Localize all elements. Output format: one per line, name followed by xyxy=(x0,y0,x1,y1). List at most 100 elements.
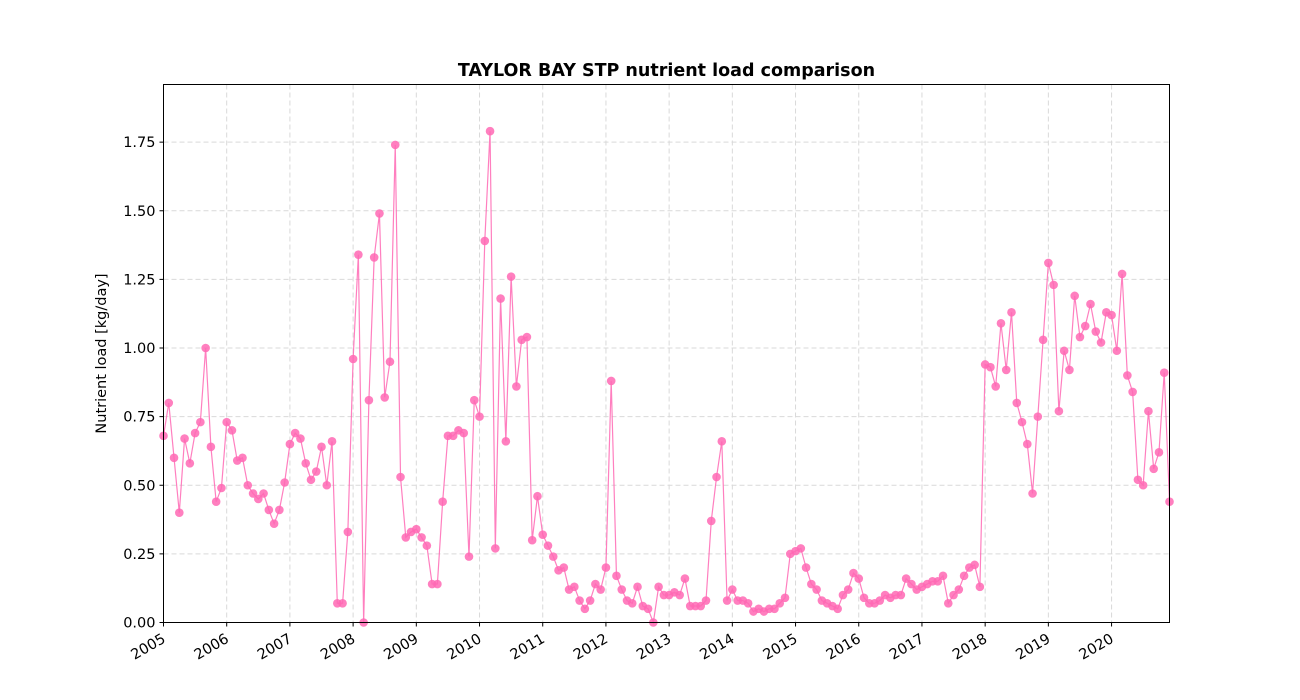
data-point xyxy=(201,343,210,353)
data-point xyxy=(396,472,405,482)
data-point xyxy=(696,601,706,611)
data-point xyxy=(954,585,964,594)
data-point xyxy=(401,533,411,542)
data-point xyxy=(1128,387,1137,397)
data-point xyxy=(1086,299,1095,309)
data-point xyxy=(280,478,289,487)
data-point xyxy=(838,590,848,600)
data-point xyxy=(354,250,363,259)
data-point xyxy=(807,579,816,589)
data-point xyxy=(169,453,179,463)
data-point xyxy=(675,590,684,600)
data-point xyxy=(296,434,305,443)
data-point xyxy=(612,571,621,581)
data-point xyxy=(780,593,790,603)
data-point xyxy=(301,459,311,468)
data-point xyxy=(269,519,279,528)
data-point xyxy=(654,582,663,592)
data-point xyxy=(1138,480,1148,490)
data-point xyxy=(585,596,595,605)
data-point xyxy=(591,579,600,589)
data-point xyxy=(901,574,911,583)
data-point xyxy=(222,417,231,427)
data-point xyxy=(728,585,737,594)
data-point xyxy=(833,604,842,614)
y-tick-label: 0.75 xyxy=(123,410,155,426)
y-tick-label: 0.00 xyxy=(123,616,155,632)
data-point xyxy=(1154,448,1164,457)
data-point xyxy=(949,590,958,600)
data-point xyxy=(943,598,953,608)
data-point xyxy=(680,574,690,583)
data-point xyxy=(275,505,284,515)
data-point xyxy=(1022,439,1032,449)
data-point xyxy=(343,527,353,537)
data-point xyxy=(959,571,969,581)
data-point xyxy=(986,362,995,372)
data-point xyxy=(496,294,505,303)
y-tick-label: 0.25 xyxy=(123,547,155,563)
data-point xyxy=(506,272,516,281)
data-point xyxy=(712,472,721,482)
data-point xyxy=(801,563,811,572)
data-point xyxy=(722,596,732,605)
data-point xyxy=(1017,417,1027,427)
data-point xyxy=(491,544,500,553)
data-point xyxy=(1080,321,1090,331)
data-point xyxy=(380,393,390,402)
data-point xyxy=(1012,398,1022,408)
data-point xyxy=(1065,365,1074,375)
data-point xyxy=(369,253,379,262)
data-point xyxy=(433,579,442,589)
data-point xyxy=(1059,346,1069,356)
y-tick-label: 1.25 xyxy=(123,272,155,288)
data-point xyxy=(849,568,858,578)
data-point xyxy=(438,497,447,507)
data-point xyxy=(717,437,727,446)
data-point xyxy=(390,140,400,150)
data-point xyxy=(743,598,753,608)
data-point xyxy=(206,442,216,452)
y-tick-label: 1.50 xyxy=(123,204,155,220)
data-point xyxy=(175,508,184,517)
data-point xyxy=(306,475,316,485)
data-point xyxy=(570,582,579,592)
data-point xyxy=(991,382,1000,391)
data-point xyxy=(601,563,611,572)
data-point xyxy=(1117,269,1127,279)
data-point xyxy=(285,439,295,449)
data-point xyxy=(322,480,332,490)
data-point xyxy=(327,437,337,446)
data-point xyxy=(933,577,943,586)
data-point xyxy=(1107,310,1116,320)
y-tick-label: 1.00 xyxy=(123,341,155,357)
data-point xyxy=(527,535,537,545)
data-point xyxy=(875,596,885,605)
data-point xyxy=(970,560,979,570)
data-point xyxy=(1075,332,1085,342)
data-point xyxy=(1144,406,1153,416)
data-point xyxy=(512,382,521,391)
data-point xyxy=(896,590,906,600)
data-point xyxy=(1033,412,1043,421)
data-point xyxy=(290,428,300,438)
data-point xyxy=(227,426,237,435)
data-point xyxy=(812,585,821,594)
data-point xyxy=(248,489,258,498)
data-point xyxy=(238,453,247,463)
data-point xyxy=(485,126,495,136)
data-point xyxy=(1044,258,1053,268)
data-point xyxy=(480,236,490,246)
data-point xyxy=(559,563,569,572)
data-point xyxy=(317,442,326,452)
data-point xyxy=(501,437,511,446)
data-point xyxy=(575,596,584,605)
data-point xyxy=(548,552,558,561)
data-point xyxy=(1028,489,1037,498)
data-point xyxy=(975,582,985,592)
y-tick-label: 0.50 xyxy=(123,478,155,494)
data-point xyxy=(211,497,221,507)
data-point xyxy=(1112,346,1122,356)
data-point xyxy=(338,598,347,608)
data-point xyxy=(543,541,553,550)
